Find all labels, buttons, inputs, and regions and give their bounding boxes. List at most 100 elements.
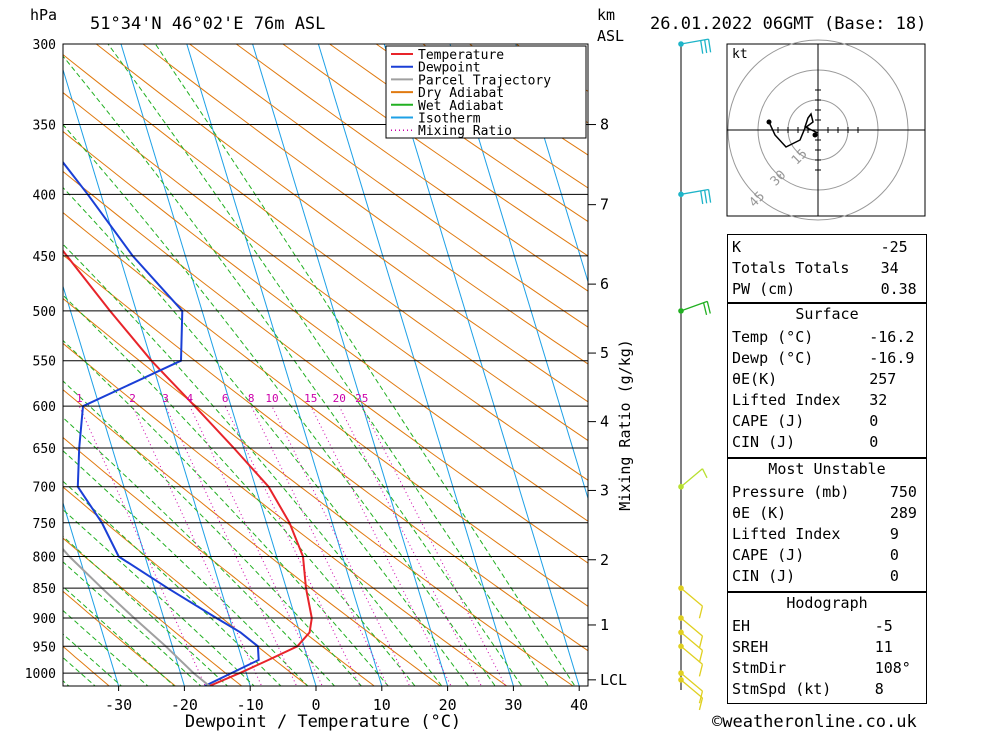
mixing-ratio-label: 6 [222, 392, 229, 405]
dry-adiabat-line [63, 53, 588, 442]
hodo-label: SREH [732, 637, 769, 656]
wind-barb-flag [707, 189, 712, 203]
legend-label: Wet Adiabat [418, 99, 504, 114]
dry-adiabat-line [63, 389, 442, 686]
lcl-label: LCL [600, 671, 627, 689]
mu-row: Lifted Index 9 [728, 523, 926, 544]
surface-box: Surface Temp (°C) -16.2 Dewp (°C) -16.9 θE… [727, 303, 927, 458]
hodo-value: -5 [874, 616, 893, 635]
surface-value: 0 [869, 432, 879, 451]
mixing-ratio-label: 1 [76, 392, 83, 405]
mixing-ratio-label: 4 [186, 392, 193, 405]
pressure-tick-label: 400 [33, 188, 56, 203]
wet-adiabat-line [63, 380, 362, 686]
wet-adiabat-line [107, 44, 549, 686]
mixing-ratio-line [338, 405, 482, 686]
temperature-tick-label: 40 [570, 696, 588, 714]
legend-label: Mixing Ratio [418, 124, 512, 139]
mixing-ratio-label: 25 [355, 392, 368, 405]
hodograph-unit-label: kt [732, 47, 748, 62]
surface-row: CIN (J) 0 [728, 431, 926, 452]
wet-adiabat-line [63, 535, 229, 686]
wet-adiabat-line [63, 186, 470, 686]
wind-barb-flag [698, 635, 704, 649]
surface-value: 0 [869, 411, 879, 430]
isotherm-line [252, 44, 449, 686]
wind-barb-flag [701, 468, 708, 479]
wind-barb-shaft [680, 631, 703, 651]
isotherm-line [120, 44, 317, 686]
legend-label: Temperature [418, 48, 504, 63]
height-tick-label: 5 [600, 344, 609, 362]
mu-value: 0 [889, 545, 899, 564]
temperature-tick-label: -10 [237, 696, 264, 714]
dry-adiabat-line [95, 44, 588, 403]
wind-barb-flag [698, 650, 704, 663]
dry-adiabat-line [63, 342, 508, 686]
wet-adiabat-line [63, 480, 282, 686]
wind-barb-flag [706, 301, 711, 314]
wind-barb-shaft [680, 587, 703, 607]
dry-adiabat-line [328, 44, 588, 223]
surface-label: Temp (°C) [732, 327, 814, 346]
legend-label: Isotherm [418, 112, 481, 127]
mixing-ratio-line [224, 405, 361, 686]
temperature-tick-label: 0 [311, 696, 320, 714]
wind-barb-flag [698, 697, 704, 711]
isotherm-line [63, 284, 185, 686]
surface-row: Dewp (°C) -16.9 [728, 347, 926, 368]
surface-label: θE(K) [732, 369, 778, 388]
mu-label: CAPE (J) [732, 545, 805, 564]
mu-label: Lifted Index [732, 524, 841, 543]
pressure-tick-label: 350 [33, 119, 56, 134]
surface-value: 257 [869, 369, 897, 388]
wind-barb-shaft [680, 38, 709, 45]
wet-adiabat-line [63, 609, 149, 686]
surface-value: 32 [869, 390, 888, 409]
surface-row: Lifted Index 32 [728, 389, 926, 410]
pressure-tick-label: 300 [33, 38, 56, 53]
legend-label: Dry Adiabat [418, 86, 504, 101]
copyright-label: ©weatheronline.co.uk [712, 712, 917, 732]
mu-label: θE (K) [732, 503, 787, 522]
surface-label: CAPE (J) [732, 411, 805, 430]
hodo-row: StmDir 108° [728, 657, 926, 678]
dry-adiabat-line [282, 44, 588, 257]
wet-adiabat-line [154, 44, 576, 686]
wet-adiabat-line [63, 294, 416, 686]
pressure-tick-label: 900 [33, 612, 56, 627]
index-value: -25 [880, 237, 908, 256]
height-tick-label: 7 [600, 196, 609, 214]
location-label: 51°34'N 46°02'E 76m ASL [90, 14, 325, 34]
temperature-tick-label: 10 [373, 696, 391, 714]
wind-barb-flag [698, 606, 704, 619]
temperature-tick-label: -30 [105, 696, 132, 714]
mu-value: 289 [889, 503, 917, 522]
wet-adiabat-line [63, 123, 496, 686]
x-axis-label: Dewpoint / Temperature (°C) [185, 712, 461, 732]
surface-label: Lifted Index [732, 390, 841, 409]
wind-barb [680, 631, 704, 663]
wet-adiabat-line [63, 339, 389, 686]
mixing-ratio-line [310, 405, 452, 686]
index-row-pw: PW (cm) 0.38 [728, 278, 926, 299]
hodograph-trace [768, 112, 819, 148]
mixing-ratio-label: 15 [304, 392, 317, 405]
legend-box [385, 45, 587, 139]
pressure-tick-label: 950 [33, 640, 56, 655]
plot-frame [62, 43, 589, 687]
height-tick-label: 2 [600, 551, 609, 569]
storm-motion-point [812, 132, 818, 138]
wind-barb [680, 645, 704, 677]
wind-barb-shaft [680, 617, 703, 637]
mu-row: θE (K) 289 [728, 502, 926, 523]
wind-barb-flag [698, 664, 704, 677]
index-row-totals: Totals Totals 34 [728, 257, 926, 278]
hodograph-box: Hodograph EH -5 SREH 11 StmDir 108° StmSpd … [727, 592, 927, 704]
pressure-tick-label: 750 [33, 517, 56, 532]
hodo-value: 11 [874, 637, 893, 656]
legend-label: Parcel Trajectory [418, 73, 551, 88]
temperature-tick-label: 30 [504, 696, 522, 714]
mu-label: Pressure (mb) [732, 482, 850, 501]
mixing-ratio-line [250, 405, 389, 686]
